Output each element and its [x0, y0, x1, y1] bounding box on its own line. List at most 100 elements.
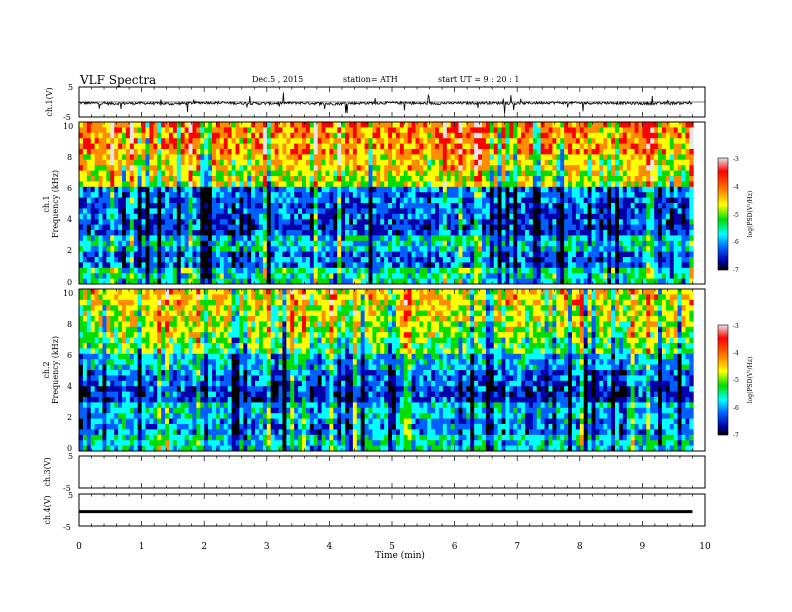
spectrogram-cell — [102, 370, 107, 376]
spectrogram-cell — [294, 165, 299, 171]
spectrogram-cell — [446, 170, 452, 177]
spectrogram-cell — [86, 273, 92, 279]
spectrogram-cell — [168, 240, 174, 247]
spectrogram-cell — [509, 143, 514, 150]
spectrogram-cell — [294, 154, 299, 161]
spectrogram-cell — [278, 251, 283, 258]
spectrogram-cell — [493, 203, 499, 209]
spectrogram-cell — [372, 246, 377, 252]
spectrogram-cell — [399, 159, 405, 166]
spectrogram-cell — [309, 219, 315, 225]
spectrogram-cell — [669, 230, 675, 236]
spectrogram-cell — [364, 219, 369, 225]
spectrogram-cell — [348, 143, 354, 150]
spectrogram-cell — [665, 262, 671, 269]
spectrogram-cell — [302, 257, 307, 263]
spectrogram-cell — [513, 143, 518, 150]
spectrogram-cell — [168, 127, 174, 134]
spectrogram-cell — [591, 224, 596, 231]
spectrogram-cell — [521, 170, 526, 177]
spectrogram-cell — [192, 197, 197, 204]
spectrogram-cell — [673, 122, 679, 128]
spectrogram-cell — [595, 159, 600, 166]
spectrogram-cell — [419, 262, 424, 269]
spectrogram-cell — [407, 273, 412, 279]
spectrogram-cell — [599, 192, 604, 198]
spectrogram-cell — [348, 165, 354, 171]
spectrogram-cell — [611, 230, 616, 236]
spectrogram-cell — [395, 127, 401, 134]
spectrogram-cell — [223, 224, 229, 231]
spectrogram-cell — [493, 138, 499, 144]
spectrogram-cell — [192, 149, 197, 155]
spectrogram-cell — [125, 197, 131, 204]
spectrogram-cell — [294, 149, 299, 155]
spectrogram-cell — [665, 240, 671, 247]
spectrogram-cell — [294, 208, 299, 215]
spectrogram-cell — [157, 165, 162, 171]
spectrogram-cell — [466, 230, 471, 236]
spectrogram-cell — [579, 138, 585, 144]
spectrogram-cell — [431, 251, 436, 258]
spectrogram-cell — [247, 235, 252, 242]
spectrogram-cell — [454, 159, 459, 166]
spectrogram-cell — [583, 181, 589, 188]
spectrogram-cell — [266, 176, 272, 182]
spectrogram-cell — [497, 176, 502, 182]
spectrogram-cell — [681, 165, 686, 171]
spectrogram-cell — [231, 138, 236, 144]
spectrogram-cell — [94, 343, 99, 349]
spectrogram-cell — [438, 273, 444, 279]
spectrogram-cell — [411, 165, 416, 171]
spectrogram-cell — [564, 273, 569, 279]
spectrogram-cell — [505, 165, 510, 171]
spectrogram-cell — [255, 240, 260, 247]
spectrogram-cell — [82, 316, 88, 322]
spectrogram-cell — [673, 246, 679, 252]
spectrogram-cell — [141, 149, 146, 155]
spectrogram-cell — [294, 186, 299, 193]
spectrogram-cell — [145, 240, 150, 247]
spectrogram-cell — [333, 224, 338, 231]
spectrogram-cell — [454, 197, 459, 204]
spectrogram-cell — [305, 240, 311, 247]
spectrogram-cell — [489, 273, 495, 279]
spectrogram-cell — [564, 149, 569, 155]
spectrogram-cell — [125, 154, 131, 161]
spectrogram-cell — [290, 143, 295, 150]
spectrogram-cell — [153, 154, 158, 161]
spectrogram-cell — [446, 273, 452, 279]
spectrogram-cell — [79, 380, 84, 387]
spectrogram-cell — [298, 262, 303, 269]
spectrogram-cell — [568, 170, 573, 177]
spectrogram-cell — [212, 203, 217, 209]
spectrogram-cell — [595, 273, 600, 279]
spectrogram-cell — [227, 165, 232, 171]
spectrogram-cell — [380, 219, 385, 225]
spectrogram-cell — [157, 154, 162, 161]
spectrogram-cell — [231, 208, 236, 215]
spectrogram-cell — [646, 267, 651, 274]
spectrogram-cell — [470, 230, 475, 236]
spectrogram-cell — [603, 154, 608, 161]
spectrogram-cell — [474, 176, 479, 182]
spectrogram-cell — [333, 138, 338, 144]
spectrogram-cell — [501, 138, 506, 144]
spectrogram-cell — [215, 138, 221, 144]
spectrogram-cell — [638, 154, 643, 161]
spectrogram-cell — [607, 273, 612, 279]
spectrogram-cell — [86, 246, 92, 252]
spectrogram-cell — [102, 186, 107, 193]
spectrogram-cell — [208, 273, 213, 279]
spectrogram-cell — [505, 186, 510, 193]
spectrogram-cell — [309, 165, 315, 171]
spectrogram-cell — [388, 197, 393, 204]
spectrogram-cell — [458, 235, 463, 242]
spectrogram-cell — [669, 176, 675, 182]
spectrogram-cell — [474, 132, 479, 139]
spectrogram-cell — [607, 143, 612, 150]
spectrogram-cell — [470, 246, 475, 252]
spectrogram-cell — [337, 251, 342, 258]
spectrogram-cell — [435, 132, 440, 139]
spectrogram-cell — [317, 138, 322, 144]
